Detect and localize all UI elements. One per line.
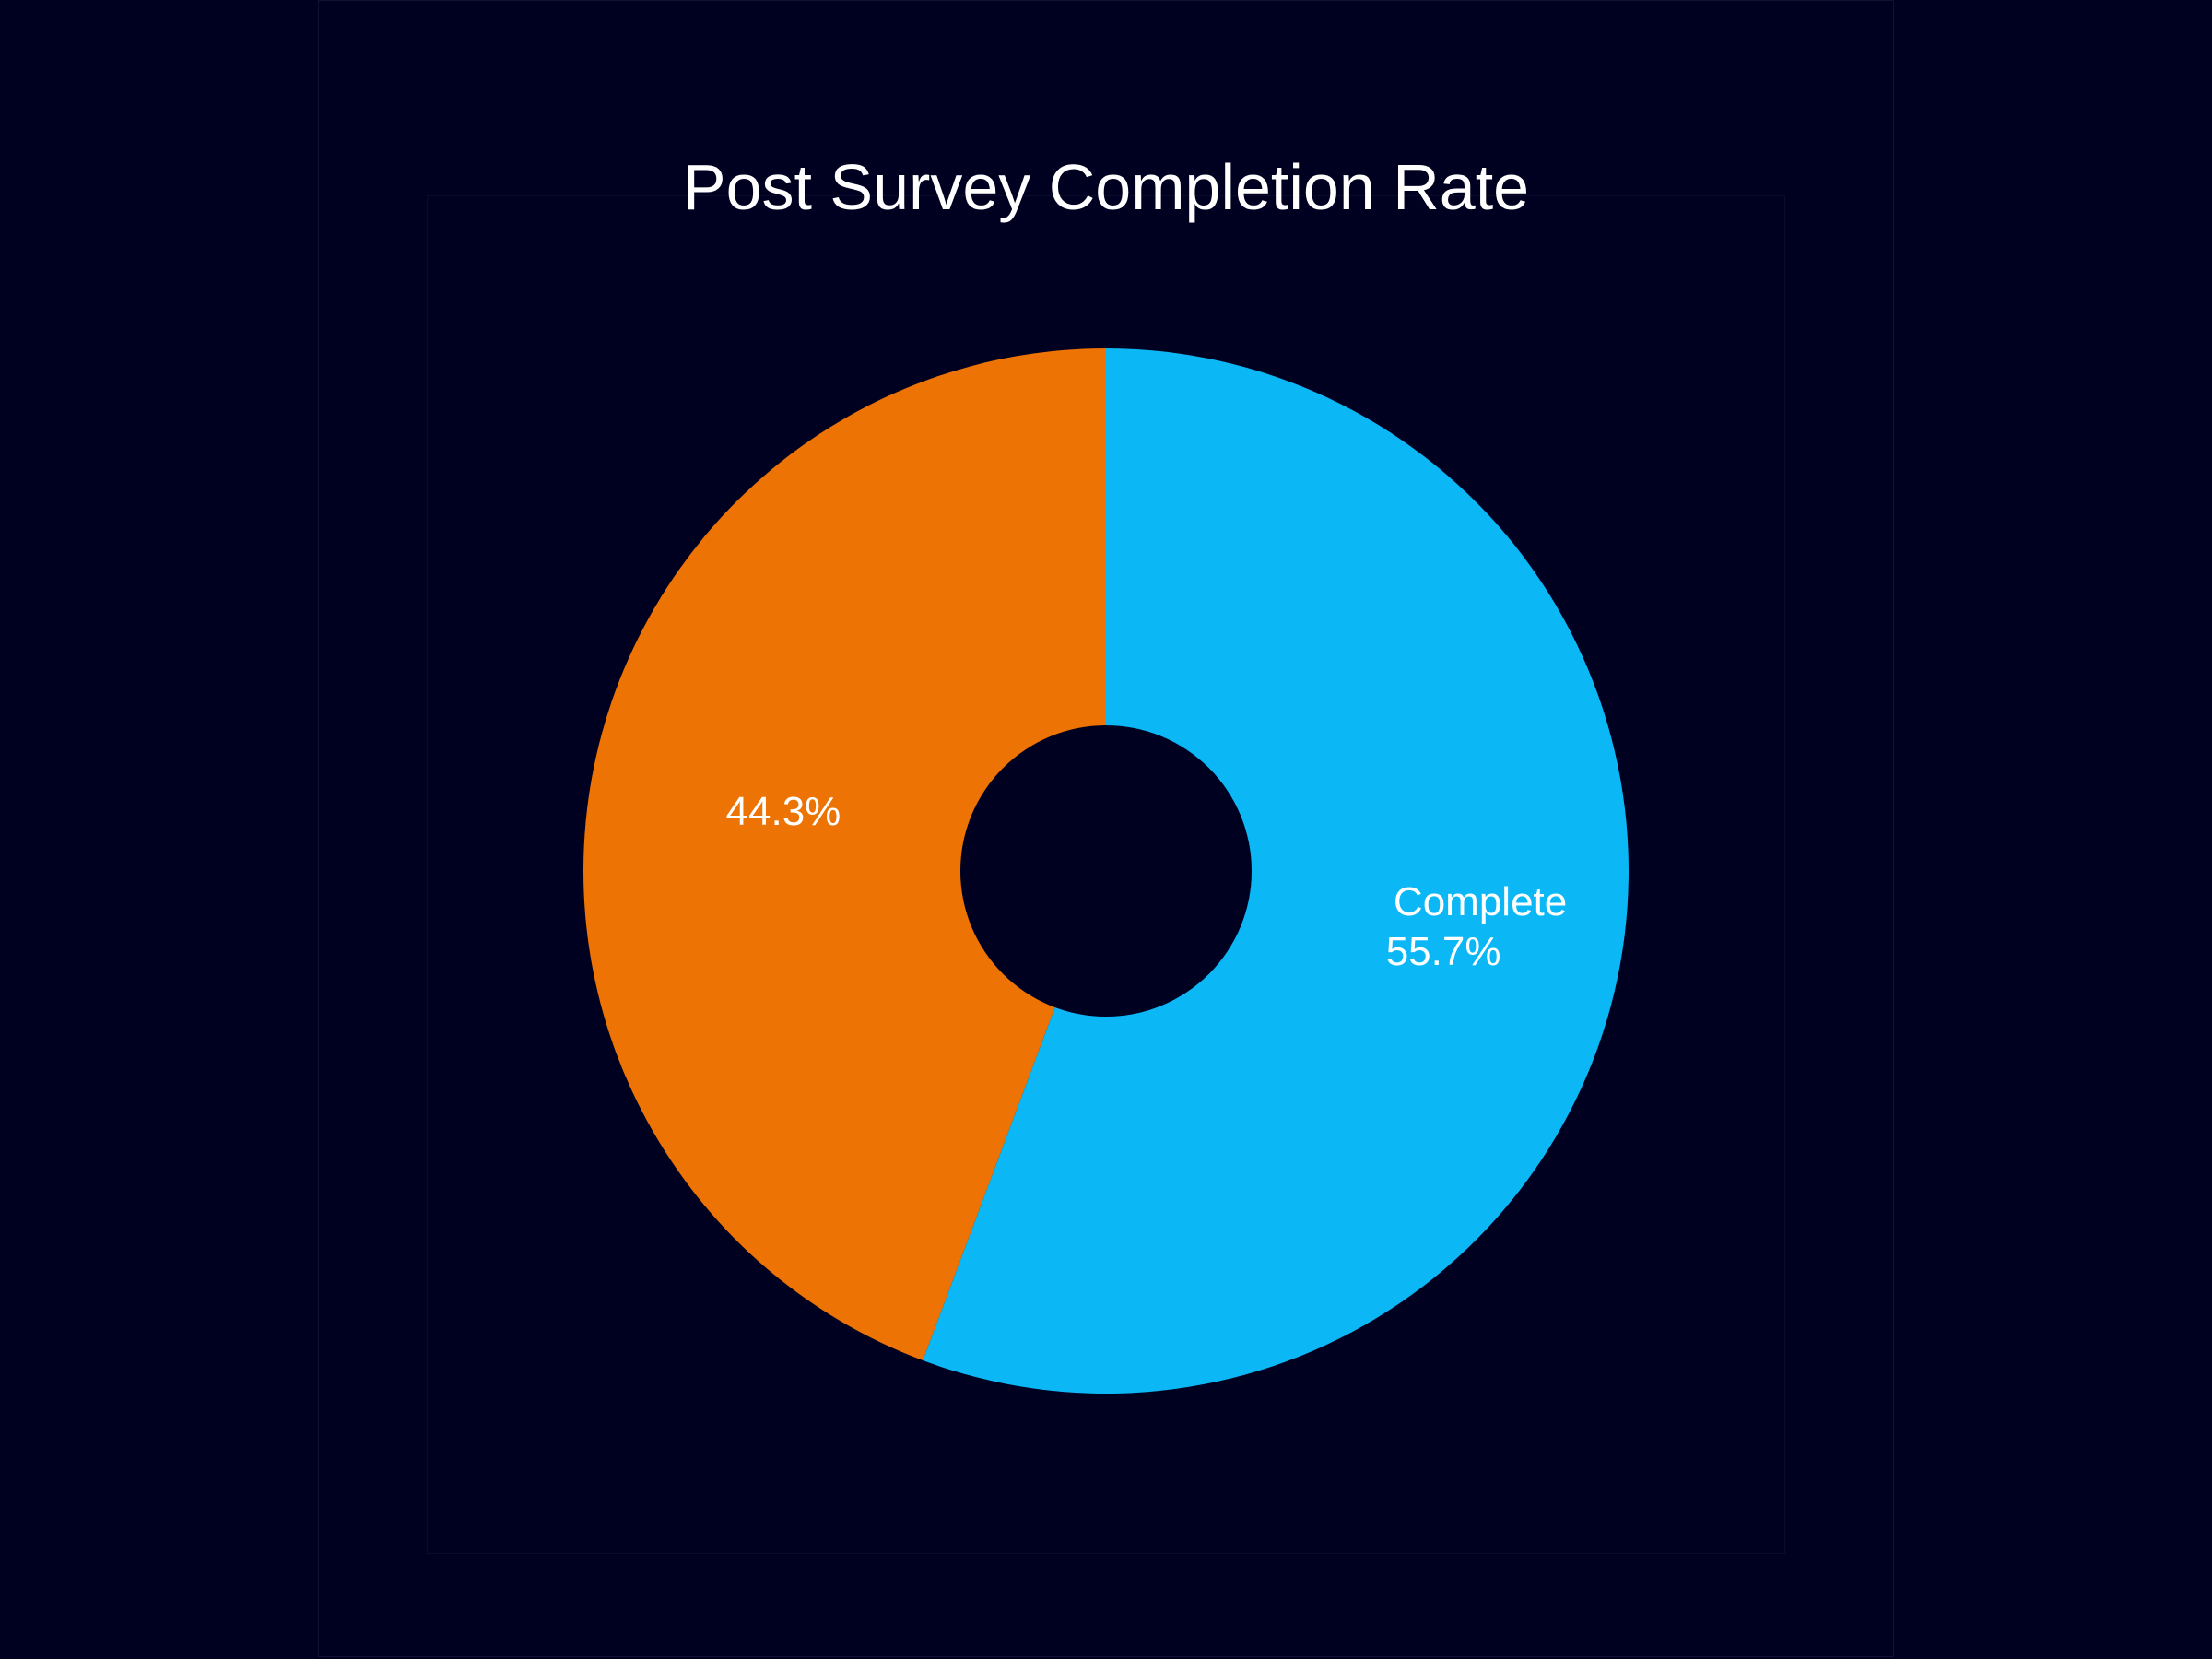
slice-complete xyxy=(923,347,1630,1394)
chart-title: Post Survey Completion Rate xyxy=(682,151,1530,223)
figure-frame xyxy=(318,0,1894,1657)
plot-area-frame xyxy=(427,195,1785,1554)
slices-layer xyxy=(583,347,1630,1394)
slice-label-0: Complete 55.7% xyxy=(1386,879,1568,974)
donut-hole xyxy=(960,725,1252,1017)
labels-layer: Complete 55.7% 44.3% xyxy=(726,789,1568,974)
slice-label-1: 44.3% xyxy=(726,789,841,834)
slice-unlabeled-1 xyxy=(583,348,1106,1361)
